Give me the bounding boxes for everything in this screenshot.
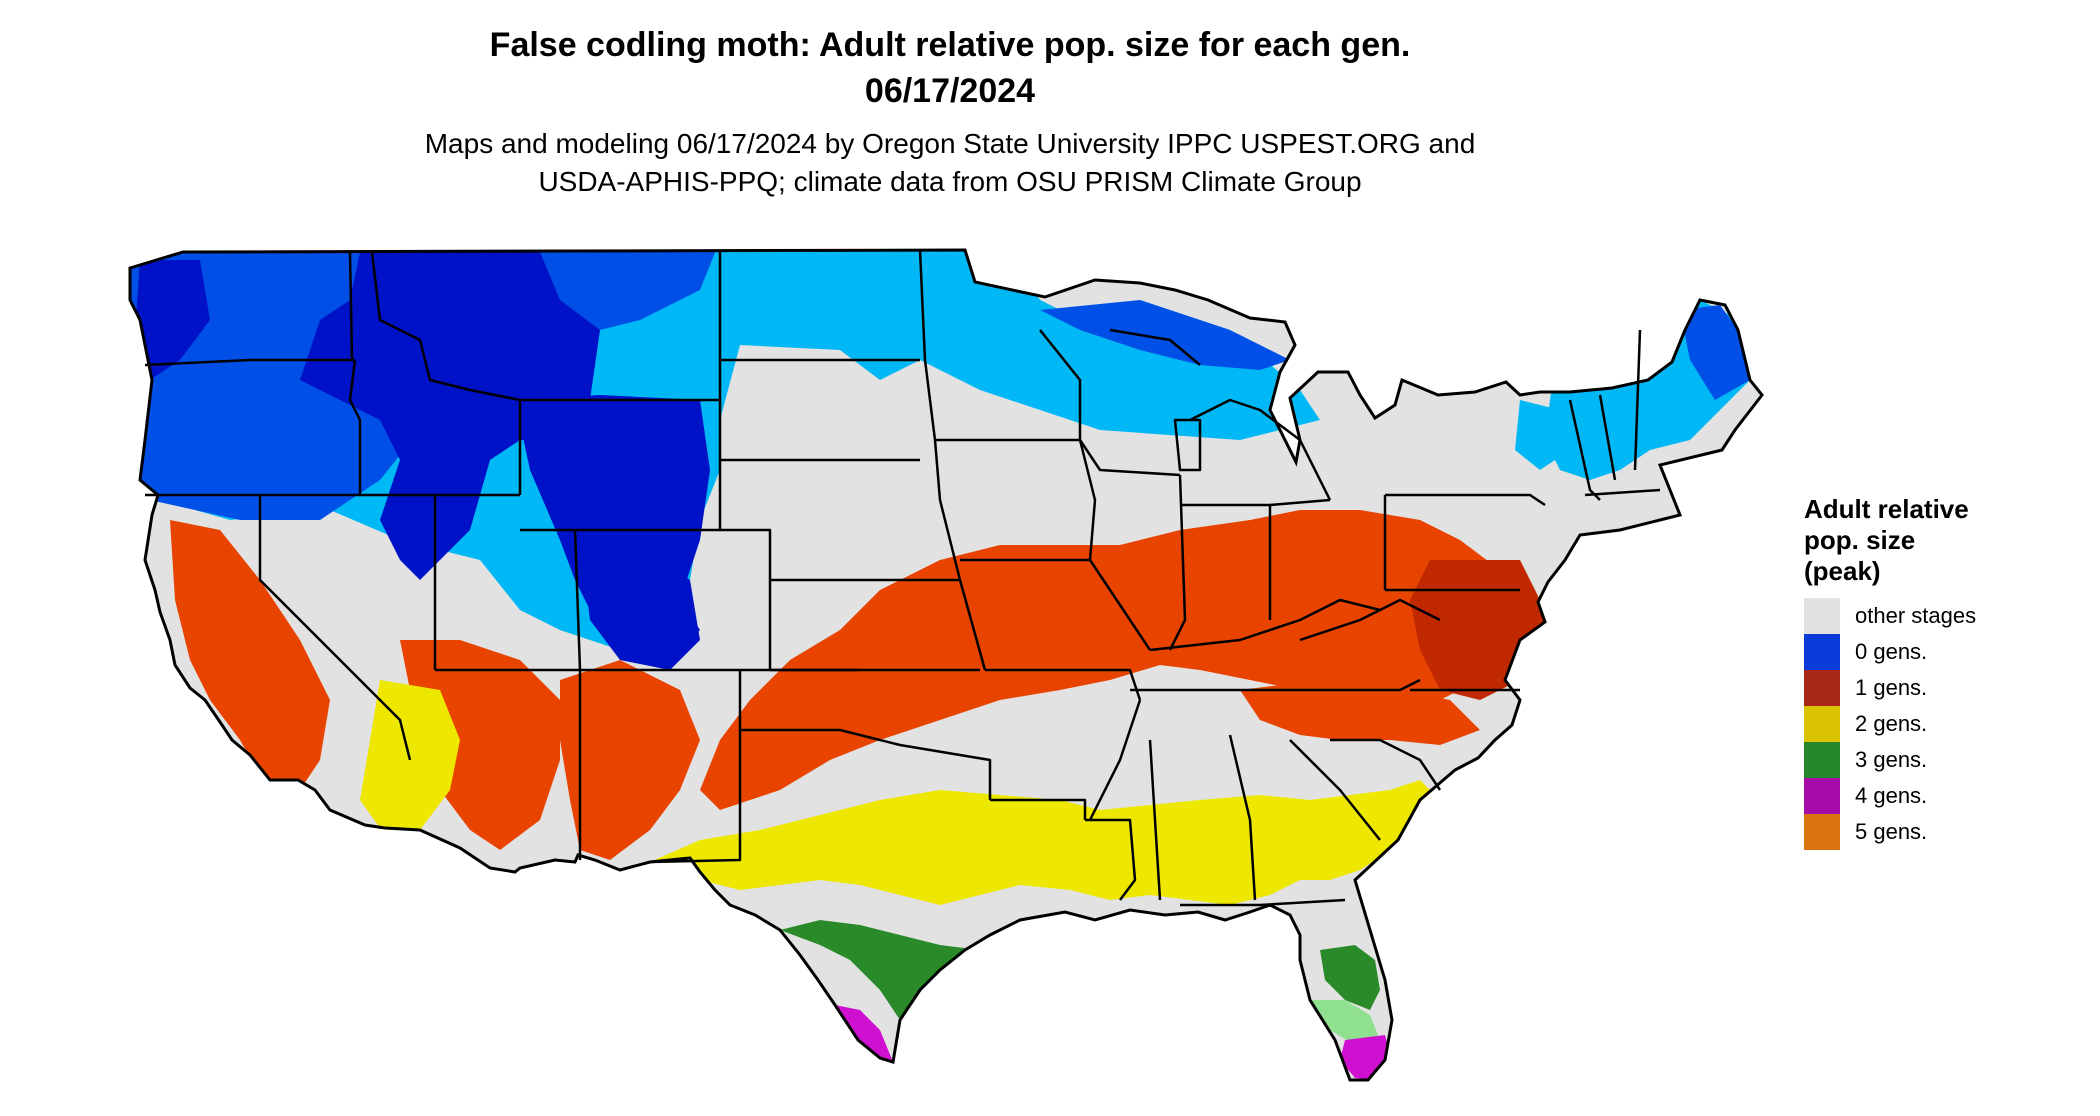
border-mo-il: [1088, 559, 1152, 651]
border-ne-ia-mo: [938, 499, 987, 671]
border-il-in: [1168, 474, 1187, 651]
map-title: False codling moth: Adult relative pop. …: [489, 26, 1411, 64]
legend-label: 2 gens.: [1855, 711, 1928, 736]
legend-title: Adult relative pop. size (peak): [1804, 494, 1969, 586]
border-ia-il: [1078, 439, 1097, 561]
map-credits-line1: Maps and modeling 06/17/2024 by Oregon S…: [424, 128, 1476, 159]
border-nh-me: [1633, 329, 1642, 471]
border-ca-nv: [258, 495, 412, 761]
region-0gens-dark-nw: [135, 260, 210, 380]
border-ar-ms: [1088, 699, 1142, 821]
border-ma-ct: [1584, 488, 1661, 497]
border-wi-mi-up: [1109, 328, 1201, 366]
region-0gens-light-ny: [1515, 400, 1570, 470]
legend-label: 4 gens.: [1855, 783, 1928, 808]
region-0gens-mid-mi: [1040, 300, 1290, 370]
map-credits-line2: USDA-APHIS-PPQ; climate data from OSU PR…: [538, 166, 1362, 197]
border-tn: [1130, 678, 1421, 692]
border-ga-fl: [1180, 898, 1346, 907]
legend-swatch: [1804, 814, 1840, 850]
region-1gens-nm: [560, 660, 700, 860]
legend-item-other-stages: other stages: [1804, 598, 2094, 634]
legend-item-3-gens: 3 gens.: [1804, 742, 2094, 778]
legend-item-2-gens: 2 gens.: [1804, 706, 2094, 742]
border-sd-ia: [933, 439, 942, 501]
border-ny-vt-ma: [1568, 399, 1601, 501]
legend-item-0-gens: 0 gens.: [1804, 634, 2094, 670]
region-0gens-mid-ne: [1680, 305, 1750, 400]
legend-swatch: [1804, 742, 1840, 778]
border-nd-mn: [918, 249, 937, 441]
legend-label: 0 gens.: [1855, 639, 1928, 664]
border-wi-il: [1078, 439, 1181, 477]
region-0gens-dark: [300, 252, 600, 580]
border-lake-michigan: [1173, 418, 1202, 472]
legend-label: 1 gens.: [1855, 675, 1928, 700]
border-la-ms: [1085, 818, 1137, 901]
legend-label: other stages: [1855, 603, 1977, 628]
border-pa-ny: [1385, 493, 1546, 507]
region-1gens-ca: [170, 520, 330, 790]
legend-swatch: [1804, 670, 1840, 706]
legend-label: 3 gens.: [1855, 747, 1928, 772]
us-map: [120, 230, 1800, 1110]
border-wa-or: [144, 358, 355, 367]
legend-label: 5 gens.: [1855, 819, 1928, 844]
border-ga-sc: [1289, 739, 1381, 841]
border-ut-co: [573, 529, 582, 671]
border-nm-tx: [649, 670, 742, 864]
border-ms-al: [1148, 739, 1162, 901]
border-mi-lower: [1189, 398, 1332, 501]
region-0gens-dark-co: [580, 540, 700, 670]
legend: Adult relative pop. size (peak) other st…: [1804, 494, 2094, 850]
legend-swatch: [1804, 706, 1840, 742]
border-ky: [1149, 598, 1381, 652]
region-1gens-central: [700, 510, 1540, 810]
border-ar-la-tx: [990, 798, 1087, 820]
border-nc-sc: [1330, 738, 1442, 791]
legend-item-5-gens: 5 gens.: [1804, 814, 2094, 850]
legend-swatch: [1804, 634, 1840, 670]
border-wv-va: [1299, 598, 1441, 642]
region-2gens-south: [650, 780, 1440, 905]
legend-swatch: [1804, 598, 1840, 634]
border-ok-tx: [740, 728, 992, 800]
border-co-ks-ne: [720, 528, 772, 670]
map-date: 06/17/2024: [864, 72, 1036, 110]
region-1gens-carolinas: [1240, 680, 1480, 745]
legend-item-4-gens: 4 gens.: [1804, 778, 2094, 814]
border-mn-wi: [1039, 329, 1082, 440]
region-3gens-fl-light: [1310, 1000, 1380, 1045]
state-borders: [144, 249, 1661, 907]
region-4gens-tx: [835, 1005, 893, 1062]
region-3gens-tx: [780, 920, 1000, 1020]
border-wa-id: [348, 251, 354, 361]
legend-swatch: [1804, 778, 1840, 814]
legend-item-1-gens: 1 gens.: [1804, 670, 2094, 706]
border-al-ga: [1228, 734, 1257, 901]
region-3gens-fl: [1320, 945, 1380, 1010]
legend-items: other stages 0 gens. 1 gens. 2 gens. 3 g…: [1804, 598, 2094, 850]
border-id-mt: [370, 251, 521, 402]
border-mi-oh: [1269, 498, 1331, 507]
border-vt-nh: [1598, 394, 1617, 481]
border-or-id: [348, 359, 362, 495]
